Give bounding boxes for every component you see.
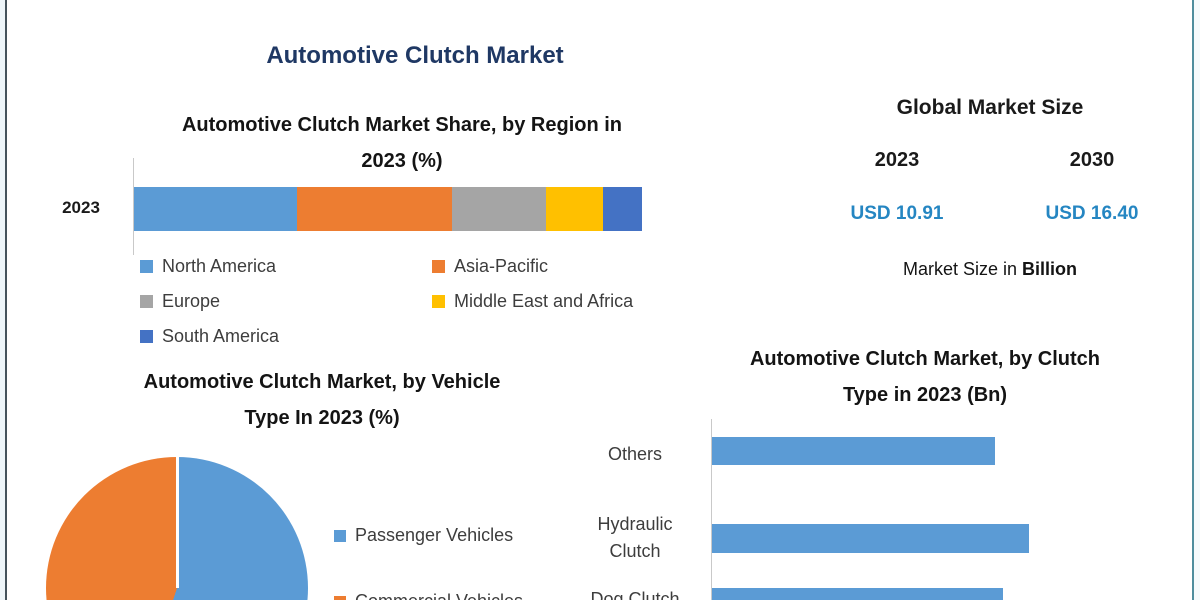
pie-slice-divider: [176, 457, 179, 588]
region-bar-segment-south-america: [603, 187, 642, 231]
legend-swatch-europe: [140, 295, 153, 308]
legend-label-north-america: North America: [162, 256, 277, 276]
legend-swatch-commercial-vehicles: [334, 595, 346, 600]
clutch-bar-hydraulic-clutch: [712, 524, 1029, 553]
vehicle-chart-title-line2: Type In 2023 (%): [244, 407, 400, 429]
legend-label-asia-pacific: Asia-Pacific: [454, 256, 549, 276]
legend-item-europe: Europe: [140, 291, 432, 312]
region-bar-segment-europe: [452, 187, 546, 231]
region-chart-category-label: 2023: [62, 198, 100, 217]
region-bar-segment-middle-east-and-africa: [545, 187, 604, 231]
legend-label-passenger-vehicles: Passenger Vehicles: [355, 525, 514, 545]
legend-swatch-south-america: [140, 330, 153, 343]
legend-label-south-america: South America: [162, 326, 280, 346]
region-chart-legend: North America Europe South America Asia-…: [140, 249, 710, 354]
page-title: Automotive Clutch Market: [266, 42, 564, 69]
legend-swatch-asia-pacific: [432, 260, 445, 273]
region-stacked-bar: [134, 187, 642, 231]
clutch-category-others: Others: [607, 444, 663, 464]
market-size-footnote-prefix: Market Size in: [902, 259, 1023, 279]
market-size-footnote-unit: Billion: [1022, 259, 1078, 279]
region-chart-title-line2: 2023 (%): [361, 150, 443, 172]
region-chart-axis-line: [133, 158, 134, 255]
market-size-footnote: Market Size in Billion: [790, 259, 1190, 280]
right-edge-tint: [1194, 0, 1200, 600]
global-market-size-title: Global Market Size: [896, 96, 1084, 119]
legend-item-passenger-vehicles: Passenger Vehicles: [334, 525, 513, 546]
left-border-line: [5, 0, 7, 600]
clutch-category-dog-clutch: Dog Clutch: [590, 589, 680, 600]
legend-item-north-america: North America: [140, 256, 432, 277]
region-bar-segment-asia-pacific: [297, 187, 452, 231]
clutch-chart-title-line1: Automotive Clutch Market, by Clutch: [749, 348, 1101, 370]
market-size-year-2030: 2030: [1069, 149, 1115, 171]
legend-item-south-america: South America: [140, 326, 432, 347]
legend-label-middle-east-africa: Middle East and Africa: [454, 291, 634, 311]
legend-label-commercial-vehicles: Commercial Vehicles: [355, 591, 523, 600]
market-size-year-2023: 2023: [874, 149, 920, 171]
clutch-bar-dog-clutch: [712, 588, 1003, 600]
legend-item-middle-east-africa: Middle East and Africa: [432, 291, 710, 312]
legend-swatch-middle-east-africa: [432, 295, 445, 308]
region-chart-title-line1: Automotive Clutch Market Share, by Regio…: [181, 114, 623, 136]
vehicle-chart-title-line1: Automotive Clutch Market, by Vehicle: [143, 371, 501, 393]
legend-swatch-passenger-vehicles: [334, 529, 346, 542]
legend-label-europe: Europe: [162, 291, 221, 311]
clutch-category-hydraulic-clutch: Hydraulic Clutch: [597, 514, 673, 561]
market-size-value-2030: USD 16.40: [1045, 203, 1139, 224]
clutch-bar-others: [712, 437, 995, 465]
market-size-value-2023: USD 10.91: [850, 203, 944, 224]
right-border-line: [1192, 0, 1194, 600]
clutch-chart-axis-line: [711, 419, 712, 600]
region-bar-segment-north-america: [134, 187, 298, 231]
left-edge-tint: [0, 0, 5, 600]
legend-swatch-north-america: [140, 260, 153, 273]
legend-item-asia-pacific: Asia-Pacific: [432, 256, 710, 277]
legend-item-commercial-vehicles: Commercial Vehicles: [334, 591, 523, 600]
clutch-chart-title-line2: Type in 2023 (Bn): [842, 384, 1008, 406]
